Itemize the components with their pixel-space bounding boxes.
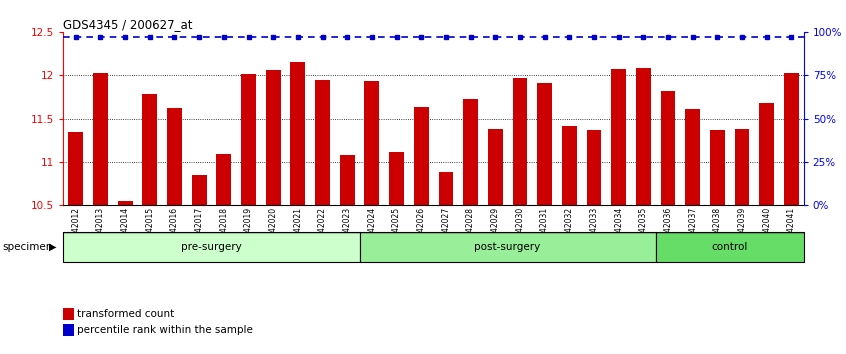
Text: specimen: specimen bbox=[3, 242, 53, 252]
Bar bbox=[315, 80, 330, 205]
Bar bbox=[488, 129, 503, 205]
Bar bbox=[69, 132, 83, 205]
Bar bbox=[389, 152, 404, 205]
Bar bbox=[142, 94, 157, 205]
Bar bbox=[685, 109, 700, 205]
Bar bbox=[63, 232, 360, 262]
Bar bbox=[656, 232, 804, 262]
Bar bbox=[759, 103, 774, 205]
Bar bbox=[661, 91, 675, 205]
Text: GDS4345 / 200627_at: GDS4345 / 200627_at bbox=[63, 18, 193, 31]
Text: pre-surgery: pre-surgery bbox=[181, 242, 242, 252]
Bar bbox=[167, 108, 182, 205]
Bar bbox=[192, 175, 206, 205]
Bar bbox=[290, 62, 305, 205]
Bar bbox=[537, 83, 552, 205]
Bar bbox=[586, 130, 602, 205]
Text: control: control bbox=[711, 242, 748, 252]
Text: post-surgery: post-surgery bbox=[475, 242, 541, 252]
Bar bbox=[734, 129, 750, 205]
Bar bbox=[611, 69, 626, 205]
Bar bbox=[438, 172, 453, 205]
Bar bbox=[217, 154, 231, 205]
Text: transformed count: transformed count bbox=[77, 309, 174, 319]
Bar bbox=[710, 130, 725, 205]
Bar bbox=[463, 99, 478, 205]
Bar bbox=[636, 68, 651, 205]
Bar bbox=[266, 70, 281, 205]
Bar bbox=[241, 74, 255, 205]
Bar bbox=[784, 74, 799, 205]
Bar bbox=[513, 78, 527, 205]
Bar bbox=[93, 74, 107, 205]
Text: ▶: ▶ bbox=[49, 242, 57, 252]
Text: percentile rank within the sample: percentile rank within the sample bbox=[77, 325, 253, 335]
Bar bbox=[360, 232, 656, 262]
Bar bbox=[340, 155, 354, 205]
Bar bbox=[562, 126, 577, 205]
Bar bbox=[414, 107, 429, 205]
Bar bbox=[118, 201, 133, 205]
Bar bbox=[365, 81, 379, 205]
